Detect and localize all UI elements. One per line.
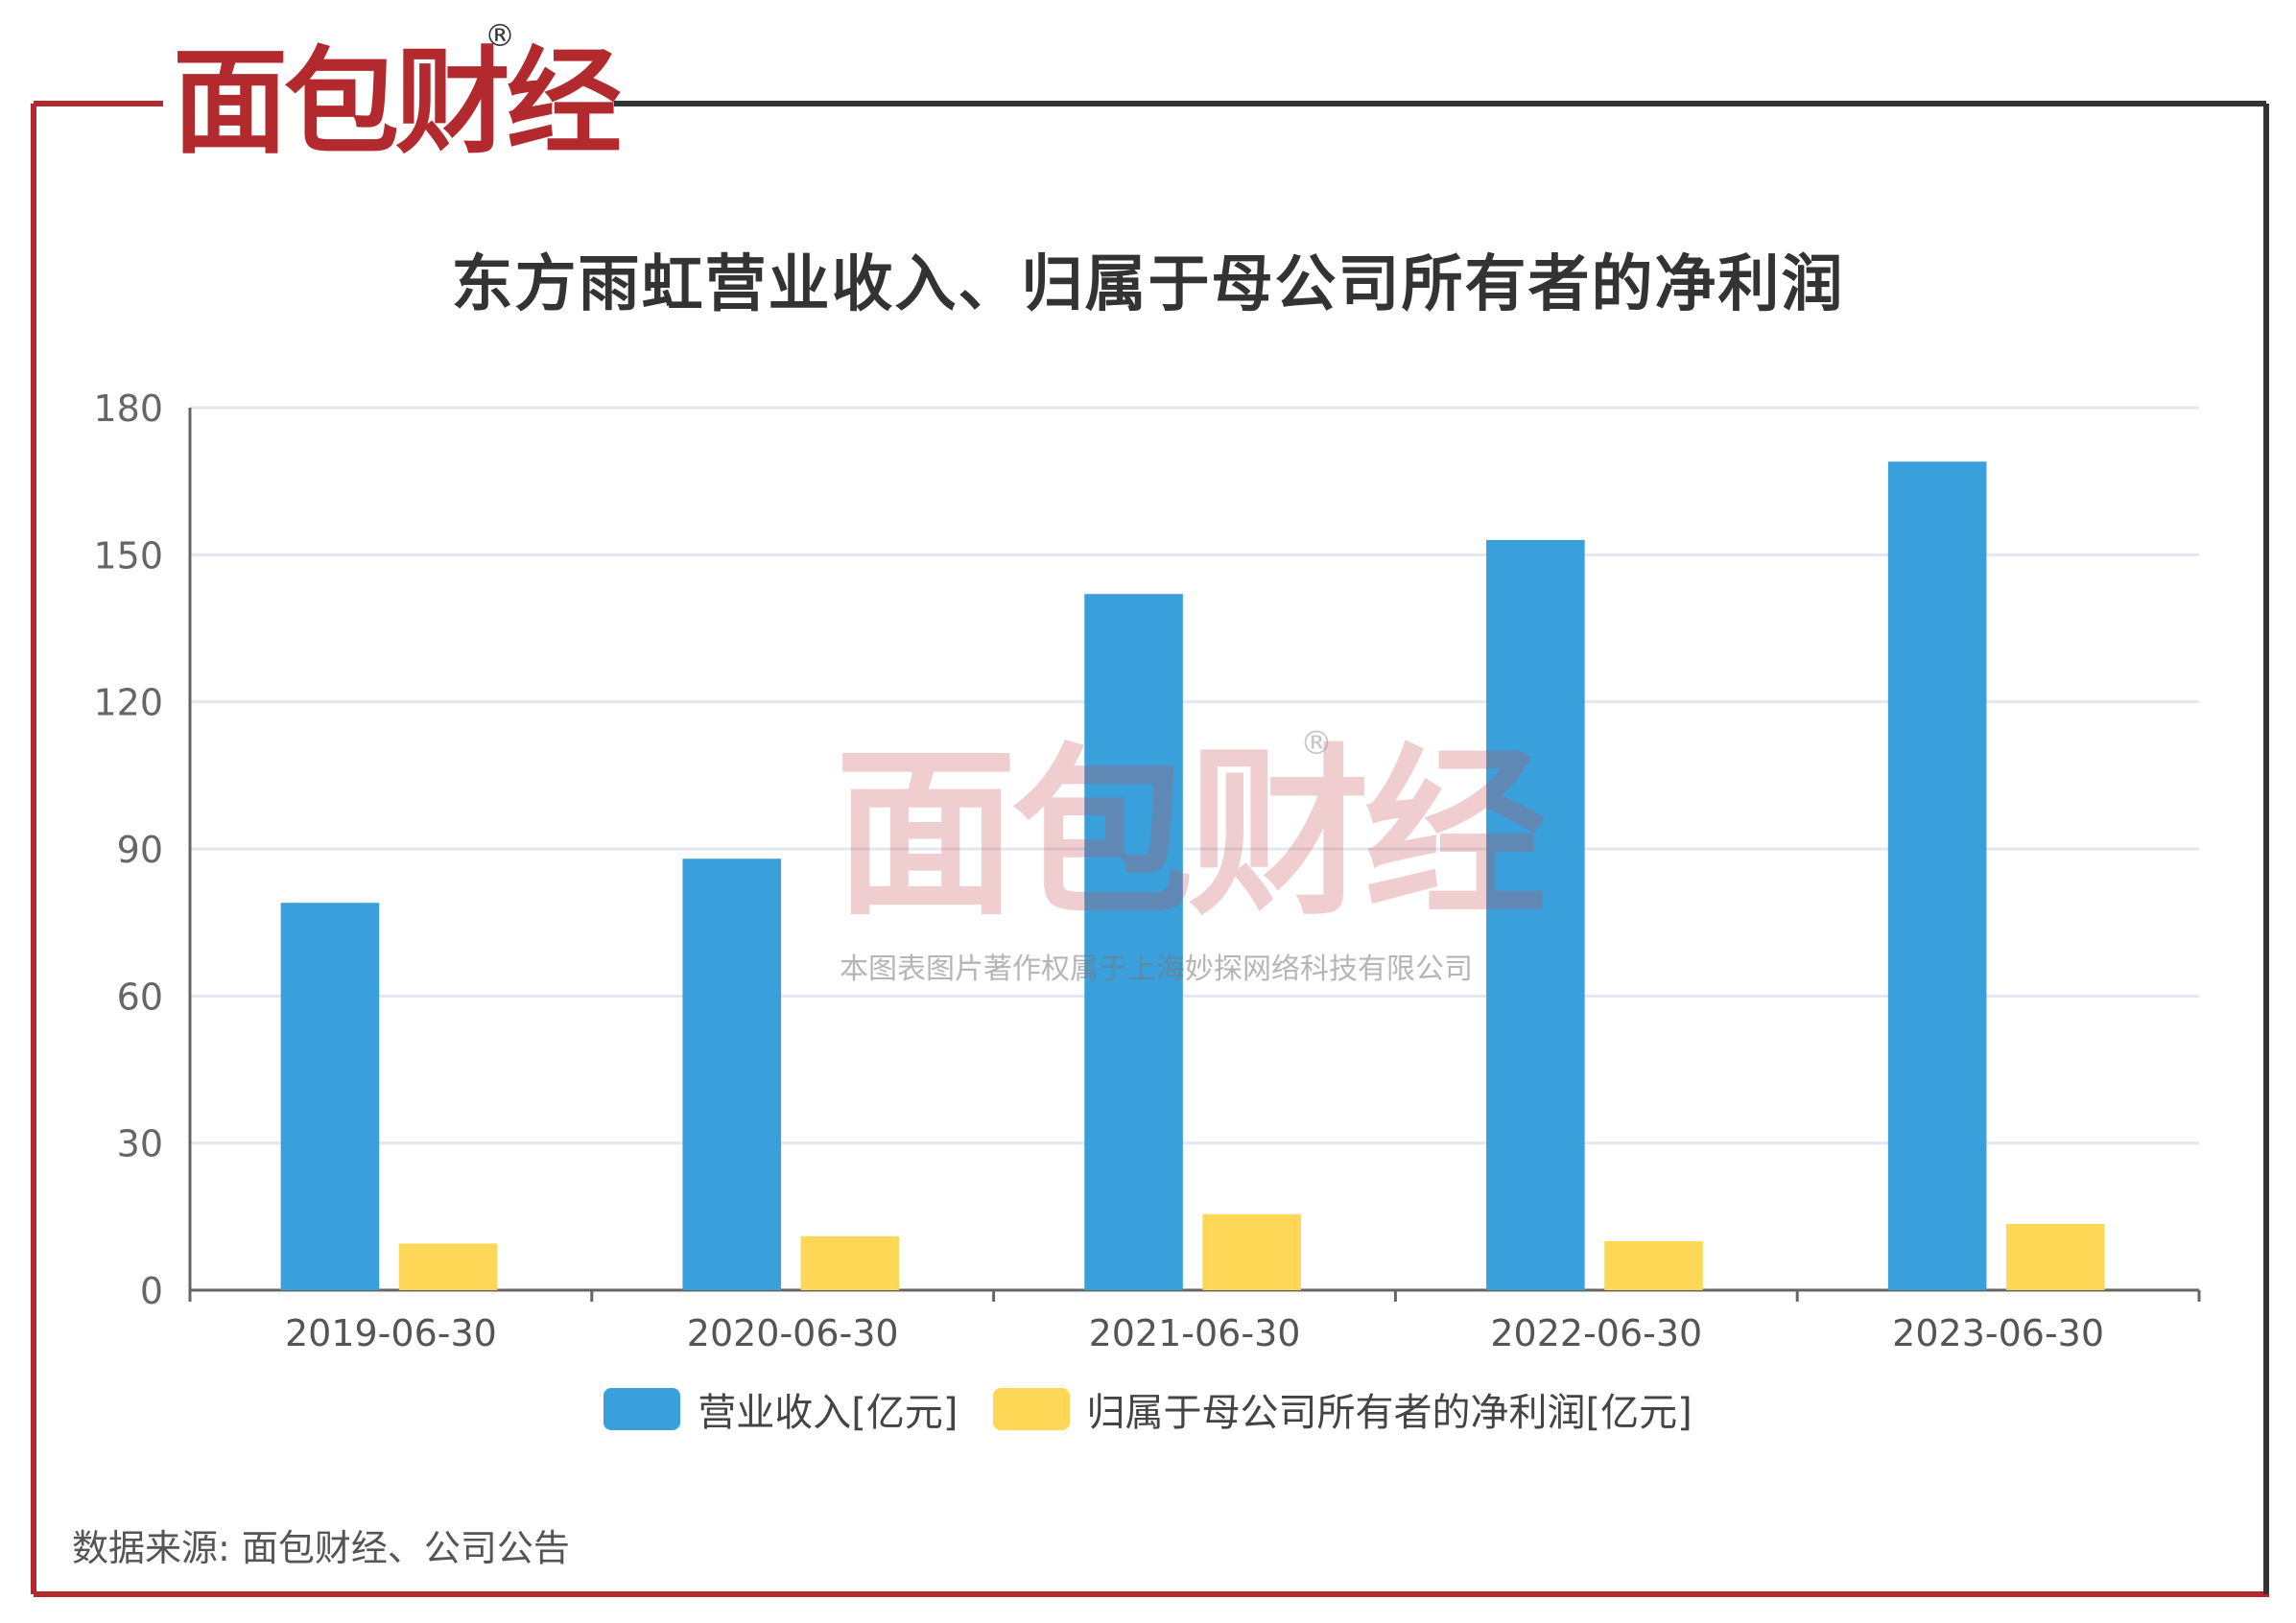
bar-revenue — [682, 859, 782, 1290]
watermark-caption: 本图表图片著作权属于上海妙探网络科技有限公司 — [840, 953, 1473, 986]
bar-net-profit — [1202, 1213, 1301, 1290]
chart-legend: 营业收入[亿元] 归属于母公司所有者的净利润[亿元] — [0, 1381, 2296, 1437]
legend-item-revenue[interactable]: 营业收入[亿元] — [604, 1381, 959, 1437]
bar-revenue — [280, 903, 380, 1290]
legend-item-net-profit[interactable]: 归属于母公司所有者的净利润[亿元] — [992, 1381, 1692, 1437]
bar-net-profit — [398, 1243, 498, 1290]
header-logo: 面包财经 ® — [173, 17, 622, 163]
y-tick-label: 180 — [93, 388, 163, 430]
bar-net-profit — [1604, 1240, 1703, 1290]
x-tick-label: 2022-06-30 — [1490, 1312, 1702, 1354]
registered-mark: ® — [485, 17, 515, 54]
bar-revenue — [1084, 594, 1183, 1290]
bar-net-profit — [800, 1235, 900, 1290]
y-tick-label: 60 — [117, 976, 163, 1018]
bar-revenue — [1887, 461, 1987, 1290]
source-note: 数据来源: 面包财经、公司公告 — [72, 1527, 570, 1569]
legend-swatch-revenue — [604, 1388, 681, 1430]
y-tick-label: 120 — [93, 682, 163, 724]
y-tick-label: 30 — [117, 1123, 163, 1165]
watermark-registered-mark: ® — [1300, 724, 1333, 763]
watermark-logo: 面包财经 — [835, 728, 1547, 940]
legend-label-revenue: 营业收入[亿元] — [698, 1391, 959, 1435]
x-tick-label: 2023-06-30 — [1892, 1312, 2104, 1354]
x-tick-label: 2021-06-30 — [1089, 1312, 1301, 1354]
legend-label-net-profit: 归属于母公司所有者的净利润[亿元] — [1086, 1391, 1692, 1435]
bar-revenue — [1486, 540, 1585, 1290]
logo-text: 面包财经 — [173, 36, 622, 170]
chart-title: 东方雨虹营业收入、归属于母公司所有者的净利润 — [451, 249, 1845, 320]
legend-swatch-net-profit — [992, 1388, 1070, 1430]
x-tick-label: 2020-06-30 — [687, 1312, 899, 1354]
x-tick-label: 2019-06-30 — [285, 1312, 497, 1354]
y-tick-label: 0 — [140, 1270, 163, 1312]
bar-net-profit — [2005, 1224, 2105, 1290]
y-tick-label: 90 — [117, 829, 163, 871]
y-tick-label: 150 — [93, 534, 163, 576]
